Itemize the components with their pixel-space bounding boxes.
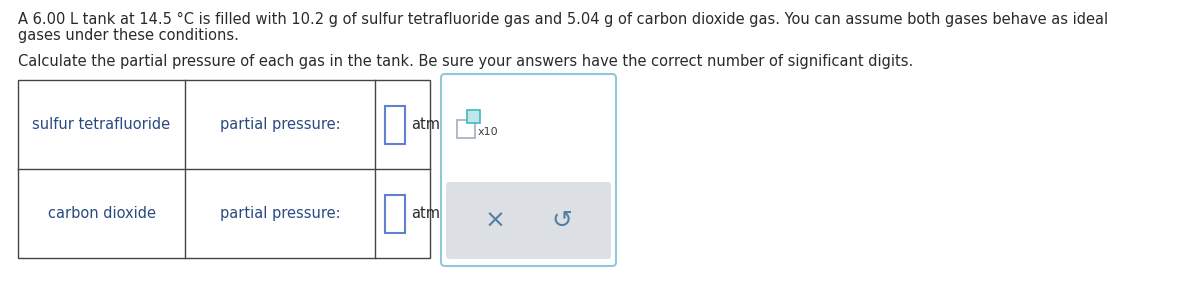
Text: ↺: ↺ <box>552 208 572 232</box>
FancyBboxPatch shape <box>442 74 616 266</box>
Text: gases under these conditions.: gases under these conditions. <box>18 28 239 43</box>
Bar <box>18 80 430 258</box>
Text: A 6.00 L tank at 14.5 °C is filled with 10.2 g of sulfur tetrafluoride gas and 5: A 6.00 L tank at 14.5 °C is filled with … <box>18 12 1108 27</box>
Bar <box>385 195 406 232</box>
Text: atm: atm <box>410 117 440 132</box>
Text: partial pressure:: partial pressure: <box>220 117 341 132</box>
Text: Calculate the partial pressure of each gas in the tank. Be sure your answers hav: Calculate the partial pressure of each g… <box>18 54 913 69</box>
Bar <box>467 110 480 123</box>
Text: ×: × <box>485 208 505 232</box>
FancyBboxPatch shape <box>446 182 611 259</box>
Text: x10: x10 <box>478 127 499 137</box>
Text: carbon dioxide: carbon dioxide <box>48 206 156 221</box>
Bar <box>457 120 475 138</box>
Text: atm: atm <box>410 206 440 221</box>
Text: sulfur tetrafluoride: sulfur tetrafluoride <box>32 117 170 132</box>
Text: partial pressure:: partial pressure: <box>220 206 341 221</box>
Bar <box>385 105 406 144</box>
